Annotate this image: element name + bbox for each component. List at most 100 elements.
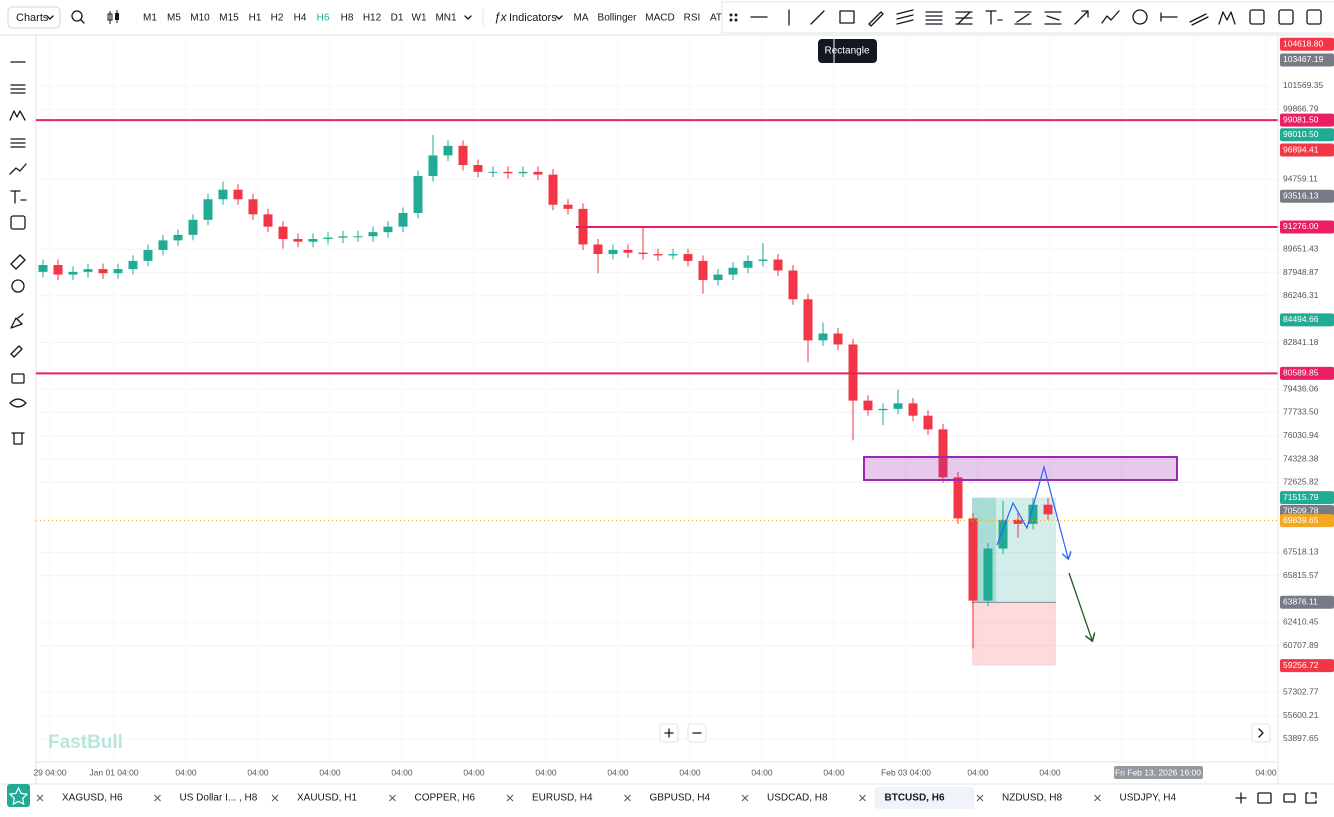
close-tab[interactable] <box>389 794 396 802</box>
candle-body <box>473 165 483 172</box>
rectangle-tool[interactable] <box>839 10 855 24</box>
indicator[interactable]: MACD <box>645 13 674 24</box>
scroll-right-button[interactable] <box>1251 723 1271 743</box>
timeframe[interactable]: W1 <box>412 13 427 24</box>
gann-tool[interactable] <box>1044 11 1062 25</box>
close-tab[interactable] <box>506 794 514 802</box>
layout-button[interactable] <box>1257 792 1272 804</box>
close-tab[interactable] <box>624 794 631 802</box>
parallel-tool[interactable] <box>1189 13 1209 26</box>
close-tab[interactable] <box>154 794 161 802</box>
timeframe[interactable]: D1 <box>391 13 404 24</box>
candle-body <box>773 259 783 271</box>
magnet-tool[interactable] <box>10 313 24 329</box>
timeframe[interactable]: M1 <box>143 13 157 24</box>
add-tab[interactable] <box>1235 792 1247 804</box>
indicators-button[interactable]: Indicators <box>509 12 557 24</box>
fullscreen-button[interactable] <box>1305 792 1317 804</box>
emoji-tool[interactable] <box>10 215 26 230</box>
tab[interactable]: XAUUSD, H1 <box>297 793 357 804</box>
chevron <box>1258 728 1264 738</box>
timeframe-more[interactable] <box>464 15 472 20</box>
timeframe[interactable]: MN1 <box>435 13 457 24</box>
channel-tool[interactable] <box>896 9 914 25</box>
indicator[interactable]: MA <box>574 13 589 24</box>
text-tool[interactable] <box>10 190 27 204</box>
timeframe[interactable]: H1 <box>249 13 262 24</box>
price-badge-label: 71515.79 <box>1283 492 1319 502</box>
candle-body <box>1028 504 1038 524</box>
close-tab[interactable] <box>1094 794 1101 802</box>
chart-type-icon[interactable] <box>107 10 119 24</box>
tab[interactable]: NZDUSD, H8 <box>1002 793 1062 804</box>
price-range-tool[interactable] <box>1249 9 1265 25</box>
ray-tool[interactable] <box>1160 12 1178 22</box>
visibility-tool[interactable] <box>9 398 27 408</box>
lock-tool[interactable] <box>11 373 25 384</box>
zoom-tool[interactable] <box>11 279 25 293</box>
fib-fan-tool[interactable] <box>955 11 973 25</box>
timeframe[interactable]: H6 <box>317 13 330 24</box>
projection-path[interactable] <box>996 464 1068 558</box>
favorites-button[interactable] <box>7 784 30 807</box>
close-tab[interactable] <box>271 794 279 802</box>
price-badge-label: 104618.80 <box>1283 38 1323 48</box>
tab[interactable]: COPPER, H6 <box>415 793 476 804</box>
fx-icon[interactable]: ƒx <box>494 10 508 24</box>
path-tool[interactable] <box>9 163 27 175</box>
gann-tool[interactable] <box>10 138 26 148</box>
price-badge <box>1280 659 1334 673</box>
forecast-tool[interactable] <box>1306 9 1322 25</box>
tab[interactable]: EURUSD, H4 <box>532 793 593 804</box>
timeframe[interactable]: M5 <box>167 13 181 24</box>
close-tab[interactable] <box>741 794 749 802</box>
ruler-tool[interactable] <box>10 254 26 270</box>
trendline-tool[interactable] <box>810 10 825 25</box>
tab[interactable]: GBPUSD, H4 <box>650 793 711 804</box>
close-tab[interactable] <box>976 794 984 802</box>
indicator[interactable]: AT <box>710 13 722 24</box>
brush-tool[interactable] <box>868 11 884 27</box>
price-badge-label: 84494.66 <box>1283 314 1319 324</box>
tab[interactable]: US Dollar I... , H8 <box>180 793 258 804</box>
lock-drawing-tool[interactable] <box>10 345 23 358</box>
close-tab[interactable] <box>36 794 44 802</box>
x-tick-label: 04:00 <box>247 767 269 777</box>
candle-body <box>758 259 768 261</box>
timeframe[interactable]: H4 <box>294 13 307 24</box>
pitchfork-tool[interactable] <box>1014 11 1032 25</box>
indicator[interactable]: Bollinger <box>598 13 638 24</box>
left-toolbar <box>9 61 27 445</box>
timeframe[interactable]: M10 <box>190 13 210 24</box>
tab[interactable]: USDJPY, H4 <box>1120 793 1177 804</box>
chart-menu-button[interactable] <box>7 6 61 29</box>
delete-tool[interactable] <box>11 432 25 445</box>
candle-body <box>203 199 213 220</box>
price-badge-label: 98010.50 <box>1283 129 1319 139</box>
timeframe[interactable]: H2 <box>271 13 284 24</box>
close-tab[interactable] <box>859 794 866 802</box>
fib-tool[interactable] <box>10 84 26 94</box>
window-button[interactable] <box>1283 793 1296 803</box>
tab[interactable]: USDCAD, H8 <box>767 793 828 804</box>
arrow-tool[interactable] <box>1074 10 1089 25</box>
pattern-tool[interactable] <box>1218 11 1236 25</box>
date-range-tool[interactable] <box>1278 9 1294 25</box>
loss-zone[interactable] <box>972 602 1056 666</box>
path-tool[interactable] <box>1101 10 1120 24</box>
pattern-tool[interactable] <box>9 110 26 121</box>
tab[interactable]: BTCUSD, H6 <box>885 793 945 804</box>
indicator[interactable]: RSI <box>684 13 701 24</box>
chart-menu[interactable]: Charts <box>16 12 49 24</box>
tab[interactable]: XAGUSD, H6 <box>62 793 123 804</box>
fib-tool[interactable] <box>925 11 943 25</box>
zone-rectangle[interactable] <box>863 456 1178 481</box>
timeframe[interactable]: H12 <box>363 13 382 24</box>
search-icon[interactable] <box>71 10 85 24</box>
text-tool[interactable] <box>985 10 1003 25</box>
timeframe[interactable]: M15 <box>219 13 239 24</box>
arrow[interactable] <box>1068 572 1092 640</box>
timeframe[interactable]: H8 <box>341 13 354 24</box>
y-tick-label: 74328.38 <box>1283 453 1319 463</box>
circle-tool[interactable] <box>1132 9 1148 25</box>
